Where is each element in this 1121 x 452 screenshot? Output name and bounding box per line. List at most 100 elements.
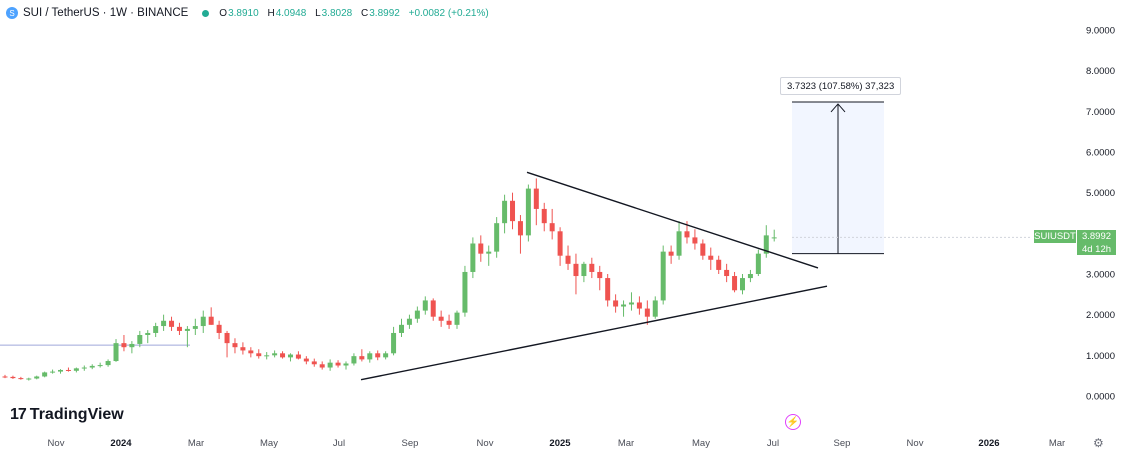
candle-body	[50, 371, 56, 373]
candle-body	[430, 300, 436, 317]
y-tick-label: 9.0000	[1086, 26, 1115, 37]
candle-body	[724, 269, 730, 277]
ohlc-close-value: 3.8992	[369, 7, 400, 19]
candle-body	[541, 208, 547, 224]
y-tick-label: 1.0000	[1086, 351, 1115, 362]
x-tick-label: Sep	[834, 438, 851, 449]
time-axis[interactable]: Nov 2024 Mar May Jul Sep Nov 2025 Mar May Jul Sep No…	[0, 344, 1065, 449]
candle-body	[414, 310, 420, 319]
candle-body	[200, 316, 206, 327]
price-axis[interactable]: 9.00008.00007.00006.00005.00004.00003.00…	[1086, 26, 1115, 403]
x-tick-label: 2025	[549, 438, 571, 449]
candle-body	[351, 356, 357, 364]
candle-body	[660, 251, 666, 301]
x-tick-label: Nov	[48, 438, 65, 449]
x-tick-label: May	[692, 438, 710, 449]
candle-body	[89, 365, 95, 368]
candle-body	[375, 353, 381, 358]
ohlc-low-key: L	[315, 7, 321, 19]
candle-body	[224, 332, 230, 344]
candle-body	[18, 378, 24, 380]
gear-icon[interactable]: ⚙	[1093, 436, 1104, 450]
x-tick-label: Jul	[767, 438, 779, 449]
candle-body	[732, 276, 738, 291]
candle-body	[406, 318, 412, 325]
candle-body	[613, 300, 619, 307]
measure-arrow-head	[830, 103, 846, 113]
candle-body	[383, 353, 389, 358]
candle-body	[621, 304, 627, 307]
candle-body	[311, 361, 317, 365]
candle-body	[438, 316, 444, 321]
candle-body	[105, 361, 111, 366]
candle-body	[113, 343, 119, 362]
candle-body	[184, 328, 190, 331]
candle-body	[399, 324, 404, 333]
candles	[2, 178, 777, 381]
candle-body	[272, 353, 278, 356]
lightning-icon[interactable]: ⚡	[785, 414, 801, 430]
candle-body	[287, 354, 293, 358]
candle-body	[391, 332, 397, 354]
candle-body	[34, 376, 40, 379]
candle-body	[192, 326, 198, 329]
x-tick-label: Mar	[1049, 438, 1065, 449]
candle-body	[478, 243, 484, 254]
candle-body	[58, 369, 64, 372]
candle-body	[739, 278, 745, 291]
candle-body	[581, 263, 587, 277]
x-tick-label: Sep	[402, 438, 419, 449]
candle-body	[169, 320, 175, 327]
candle-body	[470, 243, 476, 272]
candle-body	[240, 347, 246, 351]
candle-body	[747, 274, 753, 279]
price-tag-symbol: SUIUSDT	[1034, 230, 1076, 243]
price-tag-countdown: 4d 12h	[1077, 243, 1116, 255]
y-tick-label: 5.0000	[1086, 188, 1115, 199]
candle-body	[335, 362, 341, 366]
x-tick-label: 2026	[978, 438, 999, 449]
candle-body	[716, 259, 722, 270]
candle-body	[73, 368, 79, 371]
candle-body	[97, 365, 103, 367]
support-trendline[interactable]	[360, 285, 828, 381]
candle-body	[65, 369, 71, 371]
tradingview-mark-icon: 17	[10, 406, 27, 423]
candle-body	[446, 320, 452, 325]
candle-body	[26, 378, 32, 380]
candle-body	[676, 231, 682, 256]
resistance-trendline[interactable]	[526, 171, 819, 269]
candle-body	[549, 223, 555, 232]
ohlc-readout: O3.8910 H4.0948 L3.8028 C3.8992 +0.0082 …	[219, 8, 494, 19]
candle-body	[597, 271, 603, 279]
ohlc-low-value: 3.8028	[321, 7, 353, 19]
ohlc-open-key: O	[219, 7, 228, 19]
candle-body	[502, 200, 508, 224]
ohlc-high-key: H	[267, 7, 275, 19]
y-tick-label: 2.0000	[1086, 310, 1115, 321]
y-tick-label: 8.0000	[1086, 66, 1115, 77]
ohlc-open-value: 3.8910	[228, 7, 259, 19]
candle-body	[359, 356, 365, 360]
ohlc-high-value: 4.0948	[275, 7, 307, 19]
candle-body	[153, 326, 159, 333]
candle-body	[494, 223, 500, 252]
candle-body	[161, 320, 167, 327]
candle-body	[668, 251, 674, 256]
trendlines[interactable]	[360, 171, 828, 381]
candle-body	[232, 343, 238, 348]
sui-logo-icon: S	[6, 7, 18, 19]
candle-body	[367, 353, 373, 360]
price-range-measure[interactable]	[792, 101, 1030, 255]
measure-label: 3.7323 (107.58%) 37,323	[780, 77, 902, 95]
chart-header: S SUI / TetherUS · 1W · BINANCE O3.8910 …	[6, 4, 495, 22]
candle-body	[533, 188, 539, 209]
symbol-title[interactable]: SUI / TetherUS · 1W · BINANCE	[23, 7, 189, 19]
last-price-tag: SUIUSDT 3.8992 4d 12h	[1034, 230, 1116, 256]
y-tick-label: 0.0000	[1086, 392, 1115, 403]
tradingview-logo[interactable]: 17 TradingView	[10, 406, 124, 424]
x-tick-label: Nov	[907, 438, 924, 449]
candle-body	[692, 237, 698, 244]
candle-body	[636, 302, 642, 309]
